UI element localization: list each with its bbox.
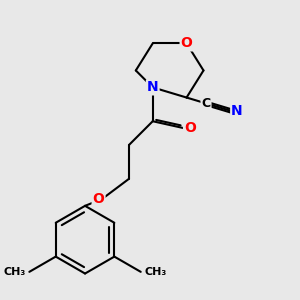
Text: O: O (184, 121, 196, 135)
Text: N: N (147, 80, 158, 94)
Text: O: O (93, 192, 104, 206)
Text: CH₃: CH₃ (4, 267, 26, 277)
Text: N: N (231, 104, 243, 118)
Text: C: C (202, 97, 211, 110)
Text: CH₃: CH₃ (144, 267, 167, 277)
Text: O: O (181, 36, 193, 50)
